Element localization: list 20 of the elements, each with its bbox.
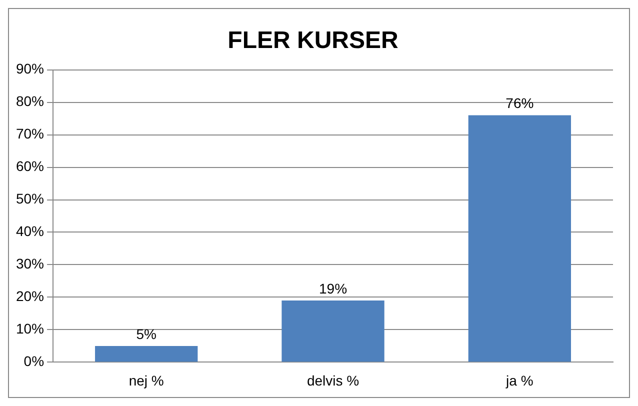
chart-title: FLER KURSER	[228, 27, 398, 54]
y-tick-label: 50%	[16, 190, 44, 207]
y-tick-label: 60%	[16, 158, 44, 174]
y-tick-label: 10%	[16, 320, 44, 337]
data-label: 19%	[318, 280, 348, 296]
y-tick-label: 90%	[16, 60, 44, 77]
y-tick-label: 0%	[24, 353, 44, 370]
x-tick-label: delvis %	[306, 372, 360, 388]
bar	[468, 115, 571, 362]
y-tick-label: 30%	[16, 256, 44, 272]
x-tick-label: nej %	[128, 372, 164, 388]
x-tick-label: ja %	[505, 372, 534, 388]
data-label: 5%	[136, 326, 156, 342]
data-label: 76%	[506, 95, 534, 112]
y-tick-label: 40%	[16, 223, 44, 240]
bar	[95, 346, 198, 362]
y-tick-label: 20%	[16, 288, 44, 304]
y-tick-label: 80%	[16, 93, 44, 110]
y-tick-label: 70%	[16, 126, 44, 142]
bar	[282, 300, 384, 362]
